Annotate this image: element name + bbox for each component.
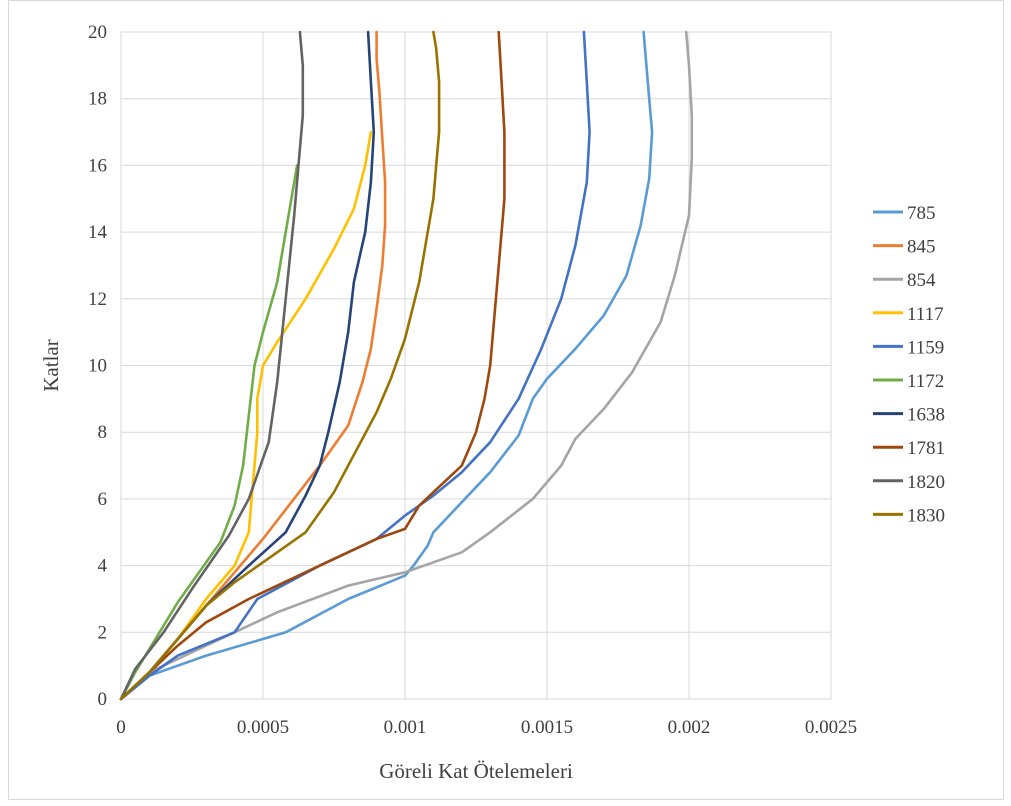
y-tick-label: 2: [98, 622, 108, 643]
y-tick-label: 18: [88, 89, 107, 110]
x-tick-label: 0.0025: [805, 717, 857, 738]
series-line-1172: [119, 164, 299, 701]
y-tick-label: 0: [98, 689, 108, 710]
y-tick-label: 20: [88, 22, 107, 43]
series-line-1830: [119, 30, 441, 701]
y-tick-label: 14: [88, 222, 108, 243]
series-line-785: [119, 30, 654, 701]
y-tick-label: 6: [98, 489, 108, 510]
legend-label: 1820: [907, 472, 945, 493]
x-tick-label: 0.0015: [521, 717, 573, 738]
series-line-1781: [119, 30, 506, 701]
x-tick-label: 0.0005: [237, 717, 289, 738]
legend-label: 1781: [907, 438, 945, 459]
legend-label: 1638: [907, 405, 945, 426]
series-line-1117: [119, 130, 373, 701]
x-axis-title: Göreli Kat Ötelemeleri: [379, 759, 573, 783]
legend-label: 845: [907, 237, 936, 258]
x-tick-label: 0: [116, 717, 126, 738]
series-line-1820: [119, 30, 305, 701]
y-tick-label: 8: [98, 422, 108, 443]
y-tick-label: 4: [98, 556, 108, 577]
series-line-1159: [119, 30, 591, 701]
series-line-854: [119, 30, 694, 701]
legend-label: 1830: [907, 505, 945, 526]
y-tick-label: 12: [88, 289, 107, 310]
legend-label: 785: [907, 203, 936, 224]
legend-label: 854: [907, 270, 936, 291]
x-tick-label: 0.001: [384, 717, 427, 738]
y-tick-label: 16: [88, 155, 107, 176]
legend-label: 1117: [907, 304, 944, 325]
x-tick-label: 0.002: [668, 717, 711, 738]
legend-label: 1172: [907, 371, 944, 392]
y-axis-title: Katlar: [39, 339, 63, 391]
legend-label: 1159: [907, 337, 944, 358]
chart-frame: [8, 0, 1004, 800]
y-tick-label: 10: [88, 356, 107, 377]
